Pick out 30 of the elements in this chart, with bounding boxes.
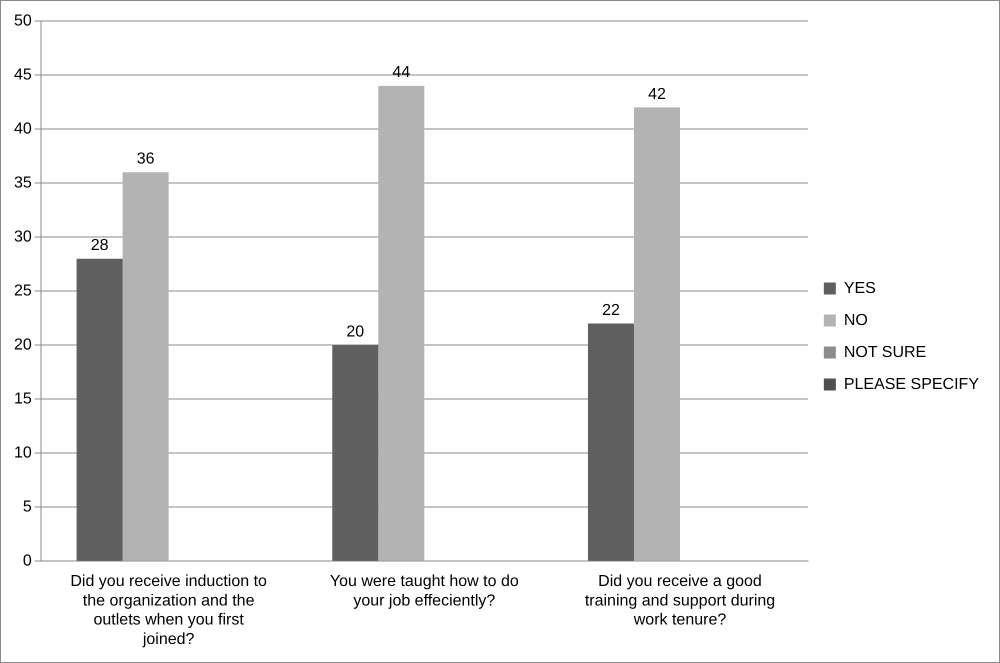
- data-label: 42: [648, 86, 666, 103]
- y-tick-label: 50: [14, 12, 32, 30]
- bar: [76, 258, 123, 561]
- data-label: 22: [602, 302, 620, 319]
- bar: [122, 172, 169, 561]
- bar: [588, 324, 634, 561]
- data-label: 36: [136, 150, 155, 168]
- y-tick-label: 30: [14, 228, 32, 246]
- y-tick-label: 0: [22, 552, 32, 570]
- x-tick-label: Did you receive a good training and support during work tenure?: [584, 573, 776, 629]
- bar: [332, 345, 378, 561]
- data-label: 28: [90, 237, 109, 254]
- y-tick-label: 45: [14, 66, 32, 84]
- y-tick-label: 20: [14, 336, 32, 354]
- bar: [378, 86, 424, 561]
- legend-label: PLEASE SPECIFY: [844, 376, 980, 393]
- y-tick-label: 10: [14, 444, 32, 462]
- y-tick-label: 15: [14, 390, 32, 408]
- data-label: 44: [392, 64, 410, 82]
- bar: [634, 107, 680, 561]
- x-tick-label: You were taught how to do your job effeciently?: [330, 573, 519, 610]
- y-tick-label: 25: [14, 282, 32, 300]
- legend-label: NO: [844, 312, 868, 329]
- legend-label: YES: [844, 280, 876, 297]
- y-tick-label: 40: [14, 120, 32, 138]
- y-tick-label: 5: [22, 498, 32, 516]
- y-tick-label: 35: [14, 174, 32, 192]
- legend-label: NOT SURE: [844, 344, 926, 361]
- data-label: 20: [346, 324, 364, 341]
- x-tick-label: Did you receive induction to the organization and the outlets when you first joined?: [70, 573, 268, 648]
